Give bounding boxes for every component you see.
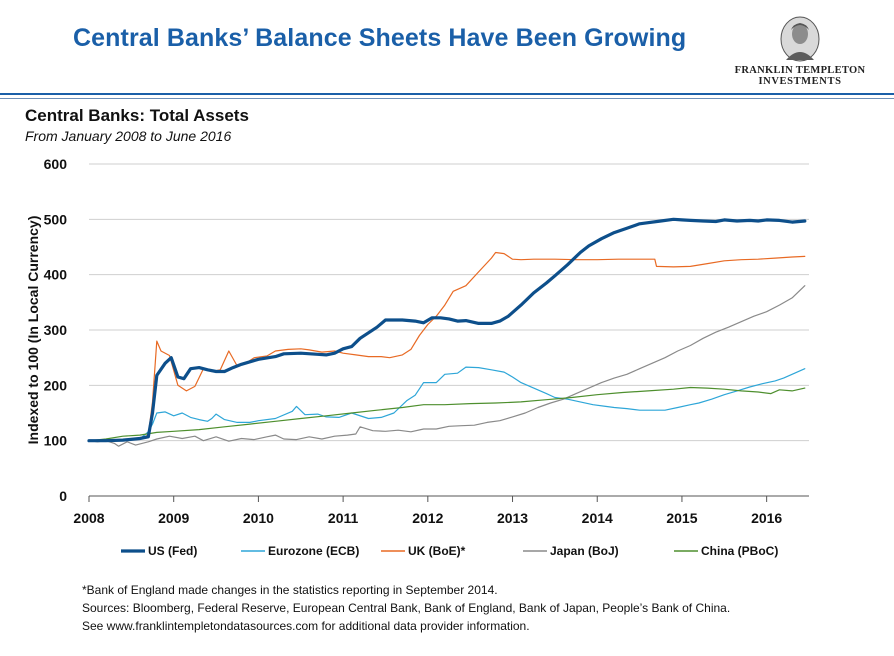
y-tick-label-100: 100 bbox=[44, 433, 68, 449]
chart-title: Central Banks: Total Assets bbox=[25, 106, 249, 125]
legend-item-japan-boj: Japan (BoJ) bbox=[523, 544, 619, 558]
header-rule-primary bbox=[0, 93, 894, 95]
series-line-china-pboc bbox=[88, 386, 806, 442]
y-tick-label-600: 600 bbox=[44, 156, 68, 172]
x-tick-label-2014: 2014 bbox=[582, 510, 613, 526]
legend-label-us-fed: US (Fed) bbox=[148, 544, 197, 558]
footnote-sources: Sources: Bloomberg, Federal Reserve, Eur… bbox=[82, 601, 731, 615]
series-lines bbox=[87, 217, 807, 447]
x-tick-label-2010: 2010 bbox=[243, 510, 274, 526]
legend-label-japan-boj: Japan (BoJ) bbox=[550, 544, 619, 558]
page-title: Central Banks’ Balance Sheets Have Been … bbox=[73, 24, 687, 52]
legend-label-uk-boe: UK (BoE)* bbox=[408, 544, 466, 558]
gridlines bbox=[89, 163, 809, 442]
footnote-boe: *Bank of England made changes in the sta… bbox=[82, 583, 498, 597]
chart-subtitle: From January 2008 to June 2016 bbox=[25, 128, 232, 144]
legend: US (Fed) Eurozone (ECB) UK (BoE)* Japan (Bo… bbox=[121, 544, 778, 558]
x-tick-label-2016: 2016 bbox=[751, 510, 782, 526]
legend-item-china-pboc: China (PBoC) bbox=[674, 544, 778, 558]
y-tick-label-300: 300 bbox=[44, 322, 68, 338]
series-line-eurozone-ecb bbox=[88, 366, 806, 442]
x-tick-label-2015: 2015 bbox=[666, 510, 697, 526]
header-rule-secondary bbox=[0, 98, 894, 99]
y-tick-label-200: 200 bbox=[44, 377, 68, 393]
legend-item-uk-boe: UK (BoE)* bbox=[381, 544, 466, 558]
x-tick-label-2009: 2009 bbox=[158, 510, 189, 526]
x-tick-label-2013: 2013 bbox=[497, 510, 528, 526]
y-tick-label-400: 400 bbox=[44, 267, 68, 283]
series-line-japan-boj bbox=[88, 285, 806, 447]
x-tick-label-2008: 2008 bbox=[73, 510, 104, 526]
footnote-data-provider: See www.franklintempletondatasources.com… bbox=[82, 619, 530, 633]
legend-label-china-pboc: China (PBoC) bbox=[701, 544, 778, 558]
line-chart: 0 100 200 300 400 500 600 2008 2009 2010 2011 2012 2… bbox=[25, 156, 809, 558]
y-tick-label-0: 0 bbox=[59, 488, 67, 504]
y-tick-label-500: 500 bbox=[44, 211, 68, 227]
legend-label-eurozone-ecb: Eurozone (ECB) bbox=[268, 544, 359, 558]
legend-item-eurozone-ecb: Eurozone (ECB) bbox=[241, 544, 359, 558]
logo-text-line2: INVESTMENTS bbox=[758, 76, 842, 87]
y-axis-label: Indexed to 100 (In Local Currency) bbox=[25, 216, 41, 445]
benjamin-franklin-portrait-icon bbox=[780, 16, 820, 62]
series-line-uk-boe bbox=[88, 251, 806, 442]
x-tick-label-2011: 2011 bbox=[328, 510, 359, 526]
logo-text-line1: FRANKLIN TEMPLETON bbox=[734, 65, 866, 76]
franklin-templeton-logo: FRANKLIN TEMPLETON INVESTMENTS bbox=[730, 16, 870, 88]
series-line-us-fed bbox=[87, 217, 807, 443]
legend-item-us-fed: US (Fed) bbox=[121, 544, 197, 558]
x-tick-label-2012: 2012 bbox=[412, 510, 443, 526]
axes: 0 100 200 300 400 500 600 2008 2009 2010 2011 2012 2… bbox=[44, 156, 809, 526]
